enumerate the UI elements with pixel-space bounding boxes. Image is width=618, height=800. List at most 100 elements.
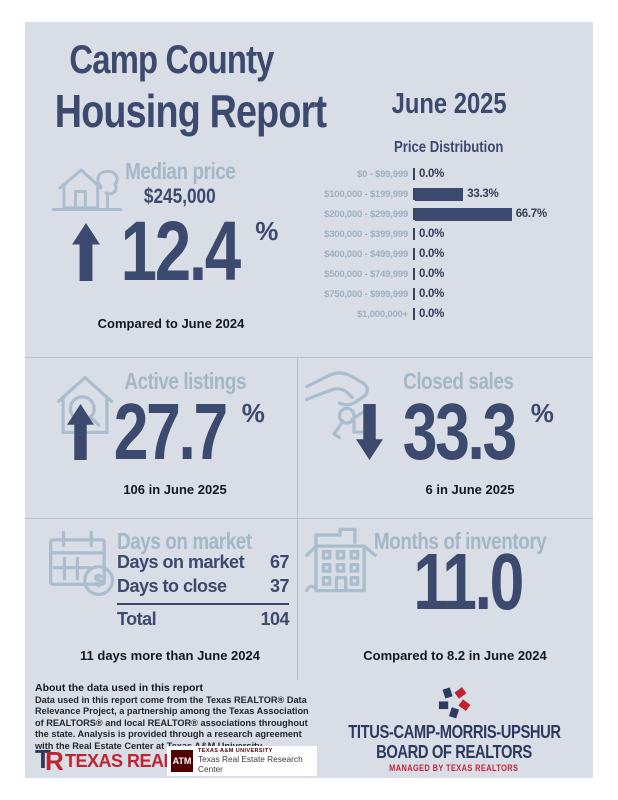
price-distribution-title: Price Distribution [394,139,504,156]
median-price-compare-text: Compared to June 2024 [97,316,245,331]
chart-row: $100,000 - $199,999 33.3% [308,184,593,204]
table-row-value: 67 [269,552,290,572]
axis-tick-icon [413,168,415,180]
table-row-label: Days to close [117,576,227,596]
axis-tick-icon [413,268,415,280]
table-row: Days on market 67 [117,552,290,576]
tamu-university-label: TEXAS A&M UNIVERSITY [198,748,273,754]
closed-sales-heading: Closed sales [402,368,514,394]
report-title-line2: Housing Report [54,85,327,137]
chart-value-label: 0.0% [419,288,445,300]
table-row: Days to close 37 [117,576,290,600]
house-tree-icon [51,168,123,211]
chart-bar-area: 0.0% [413,288,593,301]
months-of-inventory-value-block: 11.0 [334,537,602,626]
axis-tick-icon [413,248,415,260]
chart-value-label: 66.7% [515,208,547,220]
chart-category-label: $300,000 - $399,999 [324,228,408,240]
closed-sales-detail: 6 in June 2025 [425,482,515,497]
board-name-line1: TITUS-CAMP-MORRIS-UPSHUR [347,722,561,742]
chart-bar-area: 0.0% [413,248,593,261]
months-of-inventory-value: 11.0 [413,537,525,626]
median-price-heading: Median price [124,158,236,184]
chart-bar-area: 66.7% [413,207,593,221]
report-date: June 2025 [391,88,507,120]
active-listings-change: 27.7 % [35,387,297,476]
axis-tick-icon [413,308,415,320]
board-name-line2: BOARD OF REALTORS [376,742,532,762]
about-body: Data used in this report come from the T… [35,695,309,751]
down-arrow-icon [356,404,384,460]
hand-keys-icon [305,371,376,440]
median-price-pct: 12.4 [120,204,241,298]
up-arrow-icon [71,222,100,281]
chart-category-label: $1,000,000+ [357,308,408,320]
up-arrow-icon [67,404,95,460]
axis-tick-icon [413,228,415,240]
active-listings-heading: Active listings [124,368,246,394]
axis-tick-icon [413,288,415,300]
chart-category-label: $0 - $99,999 [357,168,408,180]
chart-category-label: $500,000 - $749,999 [324,268,408,280]
median-price-change: 12.4 % [35,204,315,298]
star-pinwheel-icon [438,687,471,719]
chart-value-label: 33.3% [467,188,499,200]
active-listings-pct: 27.7 [113,387,228,476]
chart-value-label: 0.0% [419,248,445,260]
median-price-value: $245,000 [144,185,216,208]
chart-row: $400,000 - $499,999 0.0% [308,244,593,264]
svg-text:$: $ [94,571,103,590]
about-heading: About the data used in this report [35,682,204,694]
chart-category-label: $400,000 - $499,999 [324,248,408,260]
chart-category-label: $100,000 - $199,999 [324,188,408,200]
chart-row: $300,000 - $399,999 0.0% [308,224,593,244]
chart-value-label: 0.0% [419,168,445,180]
tamu-center-name: Texas Real Estate Research Center [198,754,303,774]
chart-row: $750,000 - $999,999 0.0% [308,284,593,304]
chart-row: $500,000 - $749,999 0.0% [308,264,593,284]
days-on-market-heading: Days on market [117,528,252,554]
axis-tick-icon [413,188,415,200]
chart-category-label: $200,000 - $299,999 [324,208,408,220]
horizontal-divider-1 [25,357,593,358]
vertical-divider [297,358,298,680]
chart-row: $0 - $99,999 0.0% [308,164,593,184]
table-rule [117,603,289,605]
percent-sign: % [530,398,554,428]
chart-bar-area: 0.0% [413,228,593,241]
table-row-value: 37 [269,576,290,596]
closed-sales-change: 33.3 % [321,387,589,476]
tamu-monogram-icon: ATM [171,750,193,772]
closed-sales-pct: 33.3 [402,387,517,476]
percent-sign: % [255,216,279,246]
active-listings-detail: 106 in June 2025 [123,482,227,497]
report-title-line1: Camp County [68,38,274,82]
chart-category-label: $750,000 - $999,999 [324,288,408,300]
price-distribution-chart: $0 - $99,999 0.0% $100,000 - $199,999 33.3%… [308,164,593,324]
chart-bar-area: 33.3% [413,187,593,201]
days-on-market-compare-text: 11 days more than June 2024 [80,648,260,663]
calendar-dollar-icon: $ [49,530,115,596]
board-managed-by: MANAGED BY TEXAS REALTORS [389,763,519,773]
tamu-research-center-logo: ATM TEXAS A&M UNIVERSITY Texas Real Esta… [167,746,317,776]
months-of-inventory-compare-text: Compared to 8.2 in June 2024 [363,648,547,663]
axis-tick-icon [413,208,415,220]
table-row-label: Days on market [117,552,245,572]
building-icon [305,527,377,593]
chart-row: $1,000,000+ 0.0% [308,304,593,324]
total-value: 104 [260,609,289,629]
report-panel: Camp County Housing Report June 2025 Pri… [25,22,593,778]
total-label: Total [117,609,157,629]
chart-value-label: 0.0% [419,308,445,320]
percent-sign: % [241,398,265,428]
horizontal-divider-2 [25,518,593,519]
chart-bar-area: 0.0% [413,268,593,281]
chart-value-label: 0.0% [419,228,445,240]
months-of-inventory-heading: Months of inventory [373,528,547,554]
chart-row: $200,000 - $299,999 66.7% [308,204,593,224]
chart-bar-area: 0.0% [413,308,593,321]
chart-bar-area: 0.0% [413,168,593,181]
days-on-market-table: Days on market 67 Days to close 37 Total 10… [117,552,290,633]
